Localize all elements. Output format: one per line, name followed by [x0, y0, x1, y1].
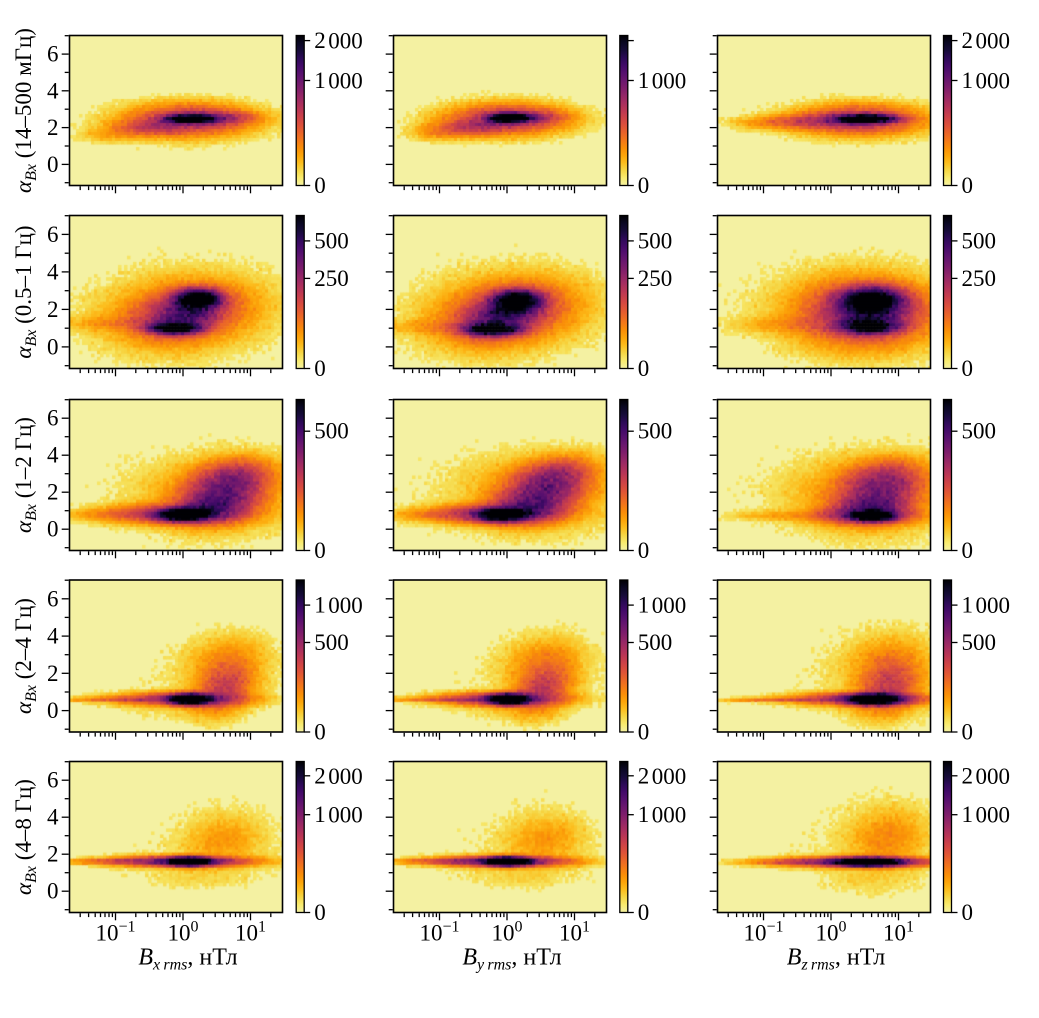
svg-text:250: 250 [638, 266, 673, 291]
svg-text:4: 4 [47, 259, 59, 284]
svg-text:4: 4 [47, 78, 59, 103]
svg-text:10−1: 10−1 [95, 919, 135, 946]
svg-text:αBx (2–4 Гц): αBx (2–4 Гц) [11, 598, 40, 714]
svg-text:0: 0 [314, 720, 326, 745]
svg-text:100: 100 [816, 919, 847, 946]
svg-text:250: 250 [962, 266, 997, 291]
svg-text:0: 0 [47, 879, 59, 904]
svg-text:0: 0 [962, 538, 974, 563]
svg-text:0: 0 [314, 538, 326, 563]
svg-text:0: 0 [638, 720, 650, 745]
svg-text:2: 2 [47, 842, 59, 867]
svg-text:4: 4 [47, 805, 59, 830]
svg-text:Bx rms, нТл: Bx rms, нТл [138, 945, 237, 974]
svg-text:0: 0 [314, 173, 326, 198]
svg-text:6: 6 [47, 406, 59, 431]
svg-text:500: 500 [638, 419, 673, 444]
svg-text:250: 250 [314, 266, 349, 291]
svg-text:500: 500 [962, 228, 997, 253]
svg-text:2: 2 [47, 480, 59, 505]
svg-text:100: 100 [168, 919, 199, 946]
svg-text:500: 500 [962, 419, 997, 444]
svg-text:0: 0 [962, 356, 974, 381]
svg-text:0: 0 [638, 538, 650, 563]
svg-text:Bz rms, нТл: Bz rms, нТл [787, 945, 885, 974]
svg-text:αBx (1–2 Гц): αBx (1–2 Гц) [11, 417, 40, 533]
svg-text:6: 6 [47, 222, 59, 247]
svg-text:500: 500 [638, 228, 673, 253]
svg-text:2: 2 [47, 297, 59, 322]
svg-text:αBx (14–500 мГц): αBx (14–500 мГц) [11, 28, 40, 193]
svg-text:101: 101 [883, 919, 914, 946]
svg-text:4: 4 [47, 443, 59, 468]
svg-text:0: 0 [47, 698, 59, 723]
svg-text:2: 2 [47, 661, 59, 686]
svg-text:101: 101 [235, 919, 266, 946]
svg-text:0: 0 [47, 334, 59, 359]
svg-text:0: 0 [47, 152, 59, 177]
svg-text:0: 0 [638, 900, 650, 925]
svg-text:0: 0 [314, 900, 326, 925]
svg-text:6: 6 [47, 586, 59, 611]
svg-text:10−1: 10−1 [419, 919, 459, 946]
svg-text:2: 2 [47, 115, 59, 140]
svg-text:500: 500 [314, 630, 349, 655]
svg-text:αBx (0.5–1 Гц): αBx (0.5–1 Гц) [11, 225, 40, 358]
svg-text:0: 0 [962, 173, 974, 198]
svg-text:10−1: 10−1 [743, 919, 783, 946]
svg-text:0: 0 [962, 720, 974, 745]
svg-text:αBx (4–8 Гц): αBx (4–8 Гц) [11, 779, 40, 895]
svg-text:4: 4 [47, 624, 59, 649]
svg-text:0: 0 [962, 900, 974, 925]
svg-text:500: 500 [962, 630, 997, 655]
svg-text:By rms, нТл: By rms, нТл [462, 945, 561, 974]
svg-text:500: 500 [314, 228, 349, 253]
svg-text:0: 0 [638, 356, 650, 381]
svg-text:0: 0 [638, 173, 650, 198]
svg-text:0: 0 [314, 356, 326, 381]
svg-text:6: 6 [47, 42, 59, 67]
svg-text:100: 100 [492, 919, 523, 946]
svg-text:500: 500 [638, 630, 673, 655]
svg-text:101: 101 [559, 919, 590, 946]
svg-text:500: 500 [314, 419, 349, 444]
svg-text:0: 0 [47, 517, 59, 542]
svg-text:6: 6 [47, 768, 59, 793]
